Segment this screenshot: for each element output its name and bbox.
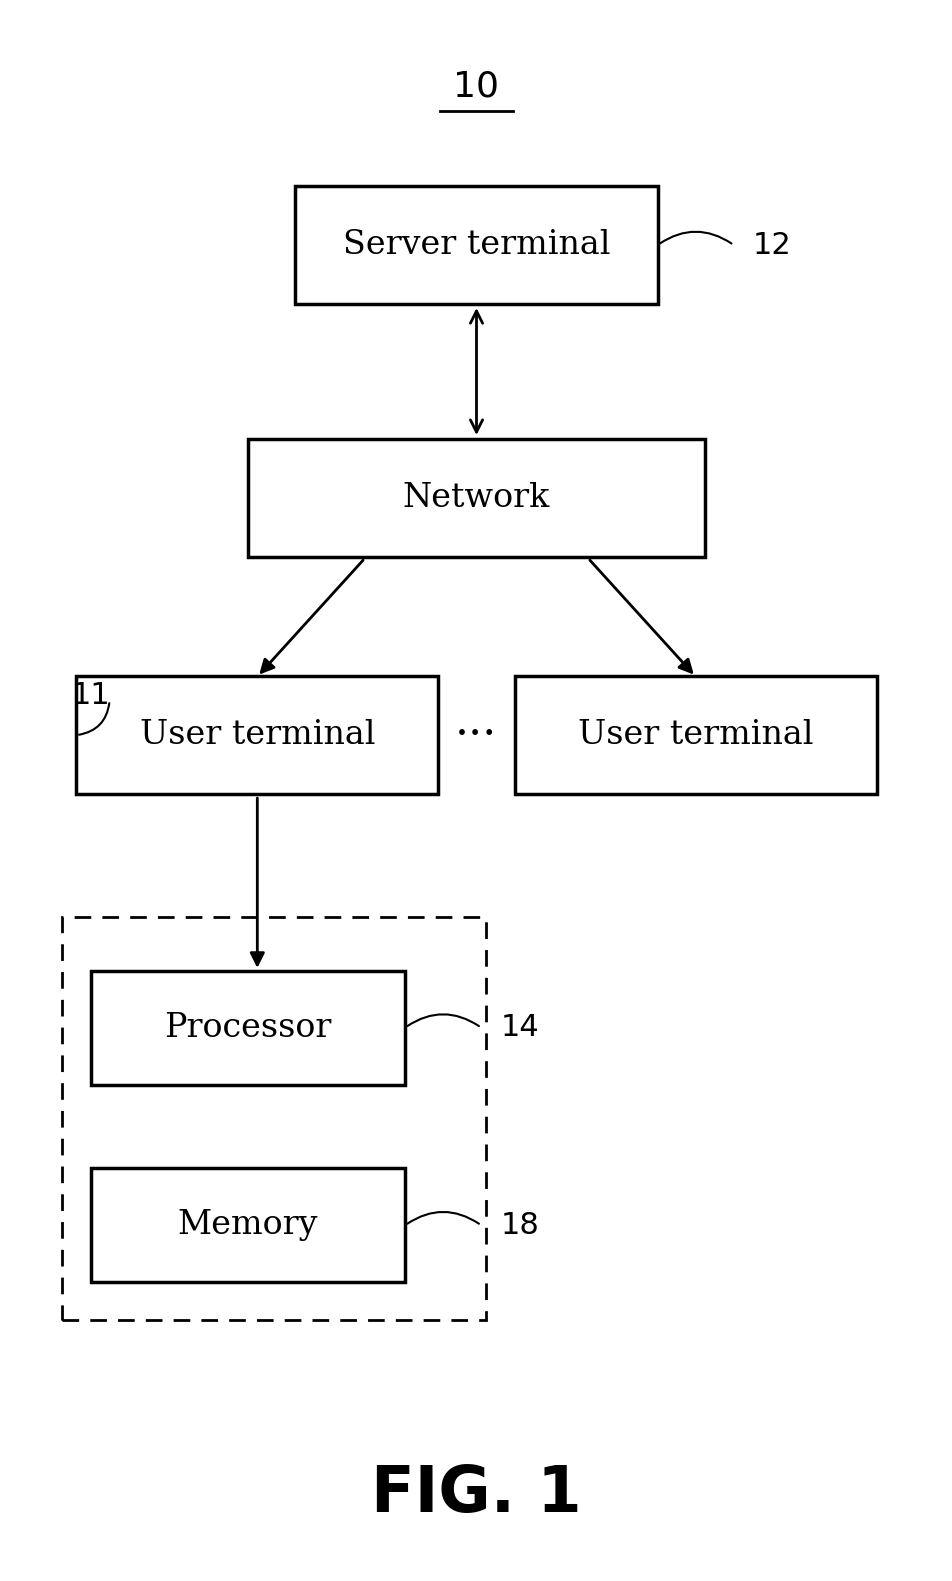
Bar bbox=[90, 1168, 405, 1282]
Bar bbox=[248, 438, 704, 557]
Bar bbox=[76, 677, 438, 794]
Bar bbox=[62, 917, 486, 1320]
Text: Memory: Memory bbox=[177, 1209, 318, 1241]
Text: ···: ··· bbox=[455, 713, 497, 757]
Text: 14: 14 bbox=[500, 1013, 539, 1042]
Text: User terminal: User terminal bbox=[139, 719, 375, 751]
Text: 18: 18 bbox=[500, 1211, 539, 1240]
Text: Processor: Processor bbox=[164, 1012, 331, 1043]
Bar bbox=[295, 185, 657, 304]
Text: 10: 10 bbox=[453, 70, 499, 104]
Bar bbox=[90, 971, 405, 1085]
Bar bbox=[514, 677, 876, 794]
Text: FIG. 1: FIG. 1 bbox=[370, 1462, 582, 1526]
Text: 11: 11 bbox=[71, 681, 110, 710]
Text: Server terminal: Server terminal bbox=[343, 229, 609, 261]
Text: User terminal: User terminal bbox=[577, 719, 813, 751]
Text: 12: 12 bbox=[752, 231, 791, 259]
Text: Network: Network bbox=[403, 482, 549, 514]
